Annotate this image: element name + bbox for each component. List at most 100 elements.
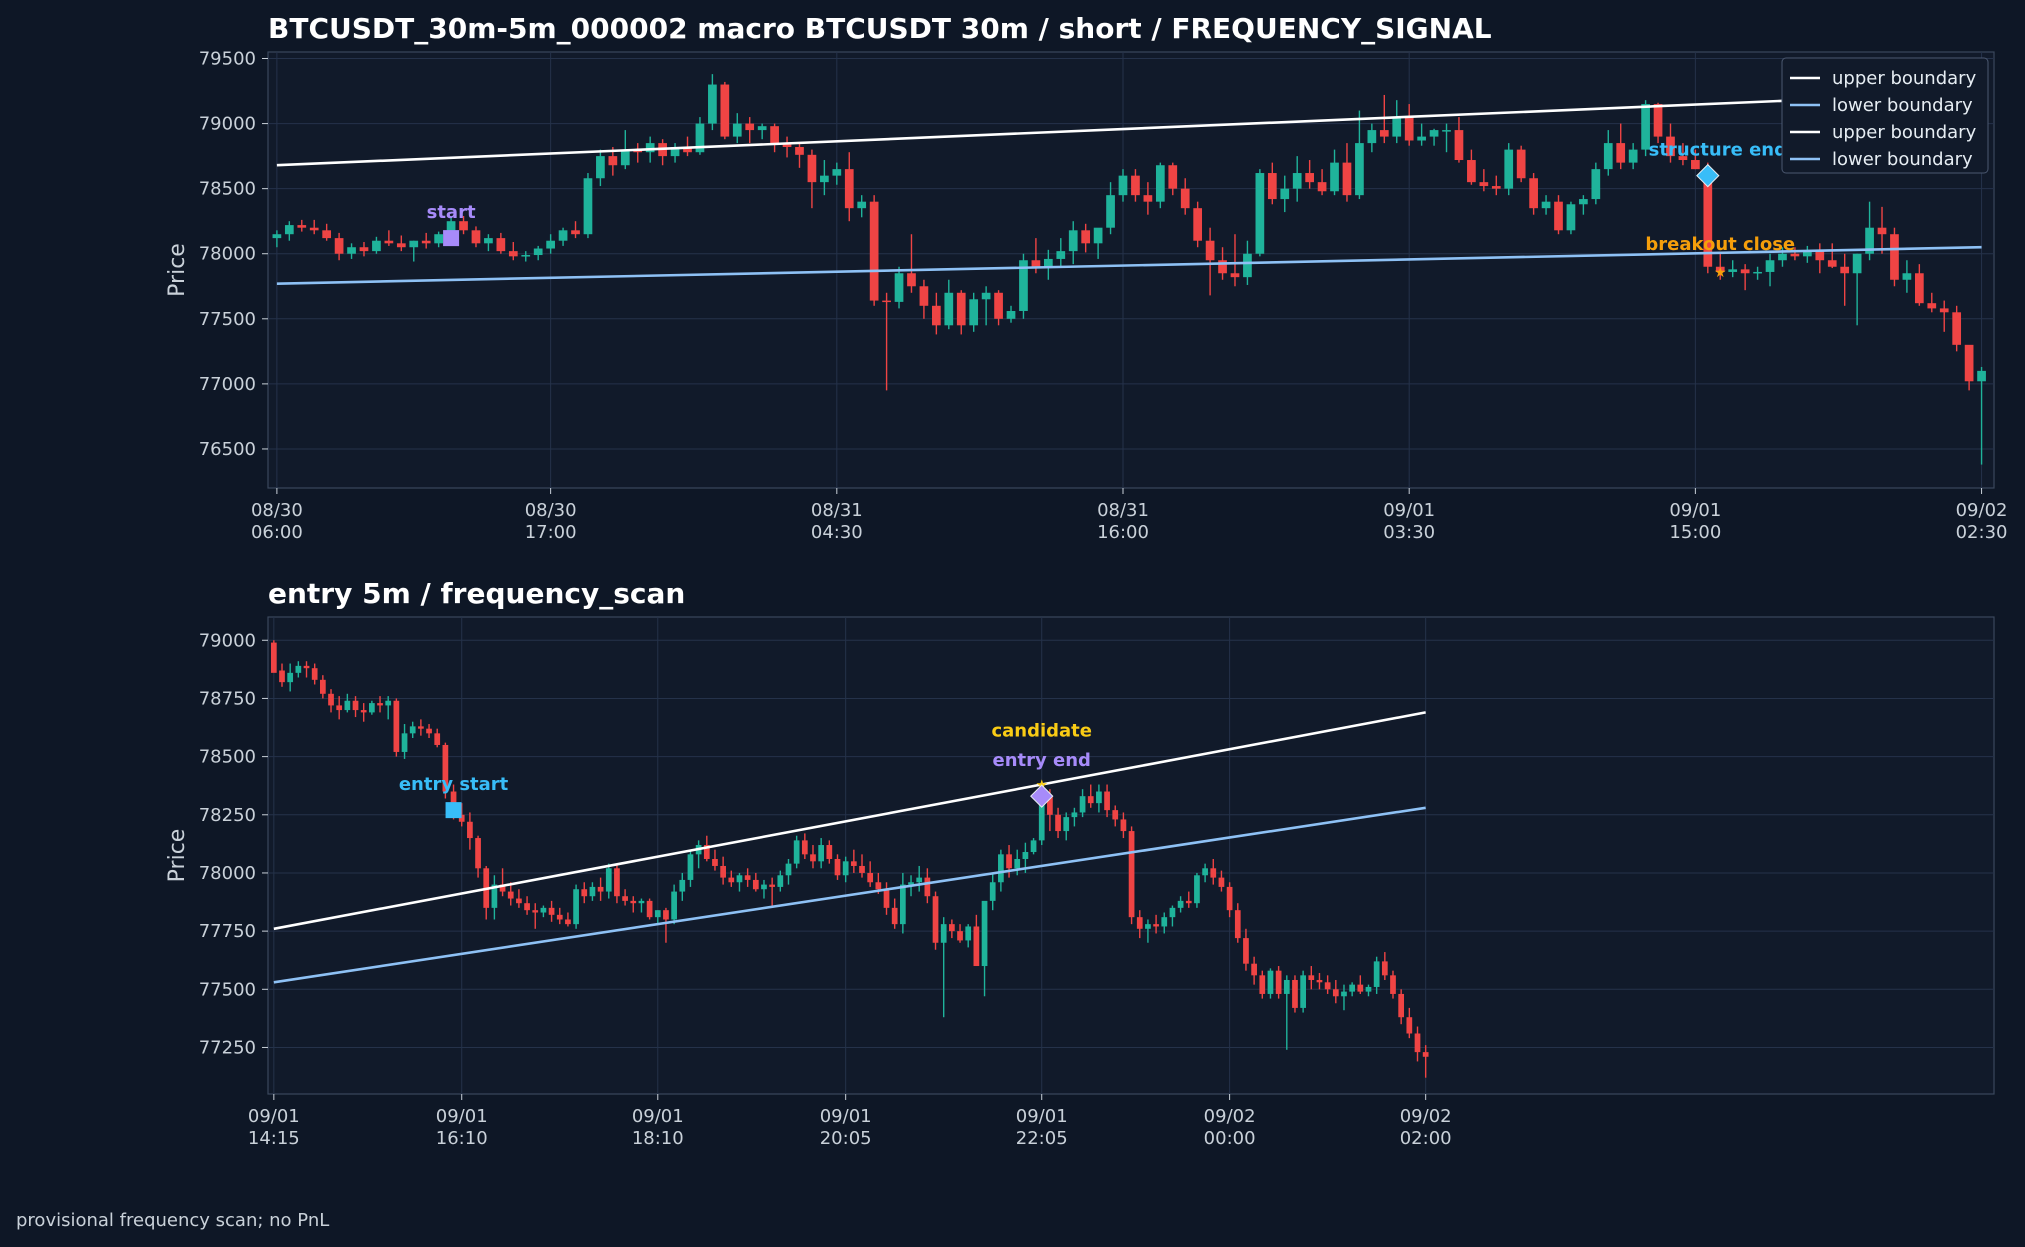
- x-tick-label: 09/01: [436, 1106, 488, 1127]
- y-tick-label: 79000: [199, 114, 256, 135]
- candle-body: [1815, 251, 1825, 261]
- candle-body: [1305, 173, 1314, 183]
- candle-body: [924, 877, 931, 897]
- candle-body: [581, 889, 588, 897]
- candle-body: [732, 123, 742, 137]
- x-tick-label: 09/01: [820, 1106, 872, 1127]
- candle-body: [589, 886, 596, 897]
- candle-body: [571, 230, 580, 235]
- candle-body: [548, 907, 555, 915]
- y-tick-label: 78250: [199, 805, 256, 826]
- candle-body: [989, 882, 996, 901]
- x-tick-label: 08/30: [525, 500, 577, 521]
- candle-body: [1218, 877, 1225, 887]
- candle-body: [583, 178, 593, 235]
- candle-body: [334, 238, 344, 254]
- footnote: provisional frequency scan; no PnL: [16, 1210, 330, 1231]
- y-tick-label: 77250: [199, 1037, 256, 1058]
- candle-body: [932, 896, 939, 943]
- candle-body: [1365, 986, 1372, 992]
- marker-square: [443, 230, 460, 247]
- candle-body: [328, 693, 334, 706]
- y-axis-label: Price: [165, 243, 190, 297]
- candle-body: [1379, 130, 1389, 137]
- x-tick-label: 00:00: [1204, 1128, 1256, 1149]
- candle-body: [347, 247, 356, 254]
- candle-body: [899, 884, 906, 925]
- candle-body: [1952, 312, 1962, 345]
- candle-body: [295, 665, 302, 673]
- candle-body: [396, 243, 406, 248]
- candle-body: [1177, 900, 1184, 908]
- candle-body: [1902, 273, 1912, 280]
- candle-body: [671, 891, 677, 920]
- candle-body: [857, 201, 867, 209]
- candle-body: [1827, 260, 1837, 267]
- candle-body: [1128, 831, 1135, 918]
- candle-body: [940, 924, 947, 943]
- candle-body: [1280, 188, 1290, 200]
- candle-body: [1031, 260, 1041, 267]
- candle-body: [1392, 117, 1402, 137]
- candle-body: [908, 882, 914, 885]
- candle-body: [907, 273, 916, 287]
- candle-body: [1104, 791, 1110, 811]
- candle-body: [630, 900, 637, 904]
- candle-body: [1234, 910, 1241, 939]
- x-tick-label: 16:10: [436, 1128, 488, 1149]
- candle-body: [638, 900, 645, 904]
- x-tick-label: 08/31: [1097, 500, 1149, 521]
- candle-body: [795, 147, 804, 155]
- candle-body: [834, 858, 841, 876]
- candle-body: [446, 221, 456, 235]
- candle-body: [745, 123, 755, 131]
- candle-body: [965, 926, 972, 941]
- candle-body: [882, 300, 891, 303]
- candle-body: [932, 305, 941, 326]
- candle-body: [1145, 924, 1151, 929]
- candle-body: [484, 238, 493, 244]
- candle-body: [1566, 204, 1576, 231]
- candle-body: [1230, 273, 1240, 278]
- candle-body: [1300, 975, 1306, 1008]
- x-tick-label: 06:00: [251, 522, 303, 543]
- candle-body: [769, 884, 776, 887]
- candle-body: [973, 926, 980, 967]
- candle-body: [695, 123, 705, 153]
- candle-body: [683, 147, 692, 153]
- candle-body: [426, 728, 432, 734]
- y-tick-label: 78750: [199, 688, 256, 709]
- candle-body: [777, 875, 784, 887]
- candle-body: [1330, 162, 1339, 192]
- candle-body: [1390, 975, 1396, 994]
- annotation-label: entry end: [993, 750, 1091, 771]
- candle-body: [1251, 963, 1257, 976]
- candle-body: [344, 700, 351, 711]
- candle-body: [1442, 130, 1451, 132]
- candle-body: [1155, 165, 1165, 202]
- x-tick-label: 02:00: [1400, 1128, 1452, 1149]
- chart-panel-2: entry 5m / frequency_scan 77250 77500 77750…: [165, 577, 1995, 1149]
- candle-body: [708, 84, 717, 124]
- x-tick-label: 09/01: [1383, 500, 1435, 521]
- chart-title: BTCUSDT_30m-5m_000002 macro BTCUSDT 30m …: [268, 12, 1492, 45]
- candle-body: [1006, 310, 1016, 319]
- candle-body: [1628, 149, 1638, 163]
- candle-body: [1616, 143, 1626, 163]
- candle-body: [1081, 230, 1091, 244]
- legend-entry: upper boundary: [1832, 68, 1977, 89]
- candle-body: [663, 910, 669, 920]
- candle-body: [1267, 970, 1274, 994]
- candle-body: [475, 838, 481, 869]
- annotation-label: entry start: [399, 774, 509, 795]
- candle-body: [1877, 227, 1887, 235]
- candle-body: [1653, 104, 1663, 137]
- candle-body: [785, 863, 792, 876]
- marker-diamond: [1030, 784, 1054, 808]
- candle-body: [744, 875, 751, 880]
- candle-body: [1666, 136, 1675, 157]
- candle-body: [311, 668, 318, 680]
- candle-body: [1161, 917, 1168, 927]
- candle-body: [875, 882, 882, 890]
- candle-body: [894, 273, 904, 302]
